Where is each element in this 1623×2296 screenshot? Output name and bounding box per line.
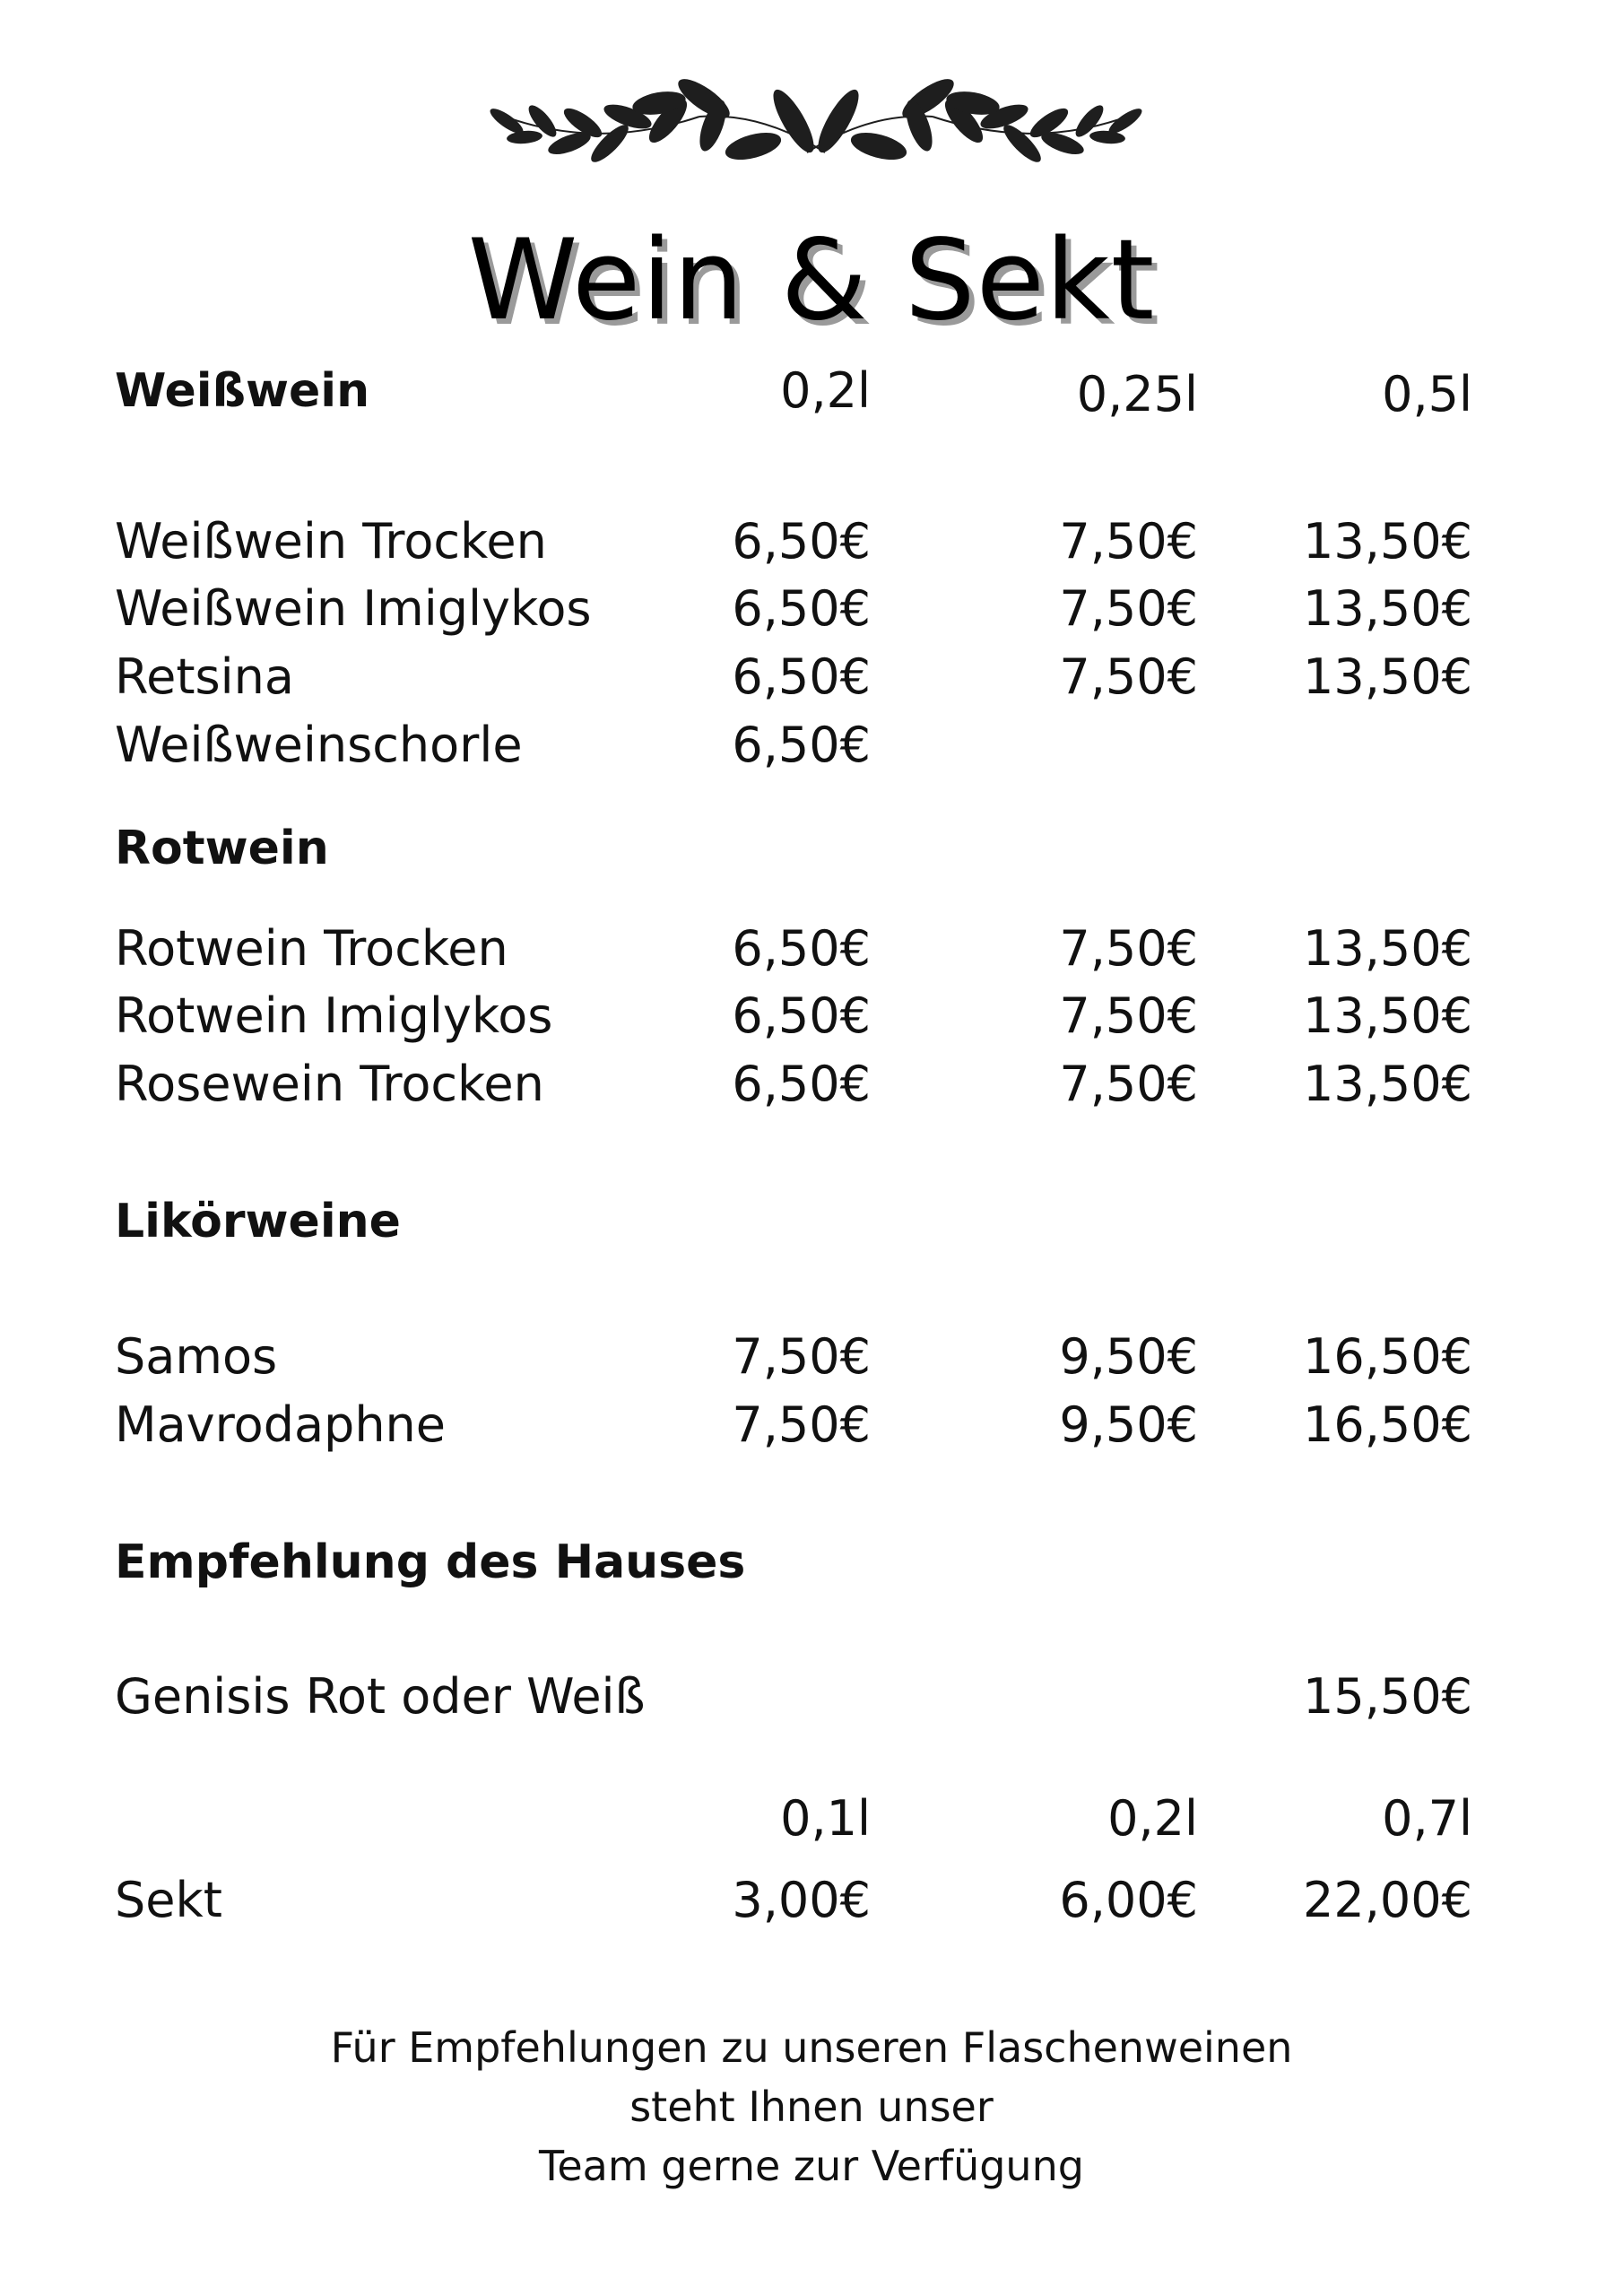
section-heading-likoerweine: Likörweine bbox=[115, 1195, 401, 1248]
section-heading-empfehlung: Empfehlung des Hauses bbox=[115, 1535, 746, 1589]
item-price: 9,50€ bbox=[1059, 1396, 1198, 1453]
item-price: 13,50€ bbox=[1303, 580, 1472, 637]
item-name: Weißwein Trocken bbox=[115, 513, 547, 570]
item-price: 9,50€ bbox=[1059, 1328, 1198, 1385]
item-price: 7,50€ bbox=[1059, 648, 1198, 705]
item-name: Rotwein Trocken bbox=[115, 920, 508, 977]
item-price: 6,50€ bbox=[732, 920, 871, 977]
item-price: 7,50€ bbox=[732, 1396, 871, 1453]
item-price: 7,50€ bbox=[1059, 1056, 1198, 1112]
item-price: 13,50€ bbox=[1303, 920, 1472, 977]
section-heading-rotwein: Rotwein bbox=[115, 822, 329, 875]
item-price: 6,50€ bbox=[732, 513, 871, 570]
item-price: 22,00€ bbox=[1303, 1872, 1472, 1928]
size-label: 0,7l bbox=[1382, 1790, 1472, 1847]
item-price: 6,50€ bbox=[732, 1056, 871, 1112]
item-price: 13,50€ bbox=[1303, 987, 1472, 1044]
item-name: Rotwein Imiglykos bbox=[115, 987, 553, 1044]
item-price: 16,50€ bbox=[1303, 1328, 1472, 1385]
size-label: 0,1l bbox=[780, 1790, 871, 1847]
item-price: 7,50€ bbox=[1059, 580, 1198, 637]
item-name: Sekt bbox=[115, 1872, 222, 1928]
item-name: Mavrodaphne bbox=[115, 1396, 447, 1453]
item-price: 7,50€ bbox=[1059, 920, 1198, 977]
item-price: 15,50€ bbox=[1303, 1668, 1472, 1725]
footer-line: Für Empfehlungen zu unseren Flaschenwein… bbox=[330, 2023, 1293, 2072]
item-name: Retsina bbox=[115, 648, 294, 705]
item-price: 13,50€ bbox=[1303, 1056, 1472, 1112]
item-price: 6,50€ bbox=[732, 987, 871, 1044]
item-price: 13,50€ bbox=[1303, 648, 1472, 705]
item-name: Rosewein Trocken bbox=[115, 1056, 544, 1112]
footer-line: Team gerne zur Verfügung bbox=[539, 2142, 1084, 2190]
item-price: 13,50€ bbox=[1303, 513, 1472, 570]
size-label: 0,2l bbox=[780, 362, 871, 419]
size-label: 0,2l bbox=[1107, 1790, 1198, 1847]
item-price: 6,50€ bbox=[732, 648, 871, 705]
laurel-decoration-icon bbox=[490, 79, 1142, 162]
item-name: Weißwein Imiglykos bbox=[115, 580, 592, 637]
item-price: 6,50€ bbox=[732, 580, 871, 637]
item-name: Samos bbox=[115, 1328, 278, 1385]
item-price: 16,50€ bbox=[1303, 1396, 1472, 1453]
section-heading-weisswein: Weißwein bbox=[115, 364, 370, 418]
footer-line: steht Ihnen unser bbox=[629, 2083, 994, 2131]
item-name: Weißweinschorle bbox=[115, 717, 523, 773]
item-name: Genisis Rot oder Weiß bbox=[115, 1668, 646, 1725]
size-label: 0,5l bbox=[1382, 366, 1472, 422]
item-price: 6,50€ bbox=[732, 717, 871, 773]
item-price: 3,00€ bbox=[732, 1872, 871, 1928]
size-label: 0,25l bbox=[1076, 366, 1198, 422]
item-price: 6,00€ bbox=[1059, 1872, 1198, 1928]
page-title: Wein & Sekt bbox=[467, 216, 1156, 345]
item-price: 7,50€ bbox=[732, 1328, 871, 1385]
item-price: 7,50€ bbox=[1059, 513, 1198, 570]
item-price: 7,50€ bbox=[1059, 987, 1198, 1044]
